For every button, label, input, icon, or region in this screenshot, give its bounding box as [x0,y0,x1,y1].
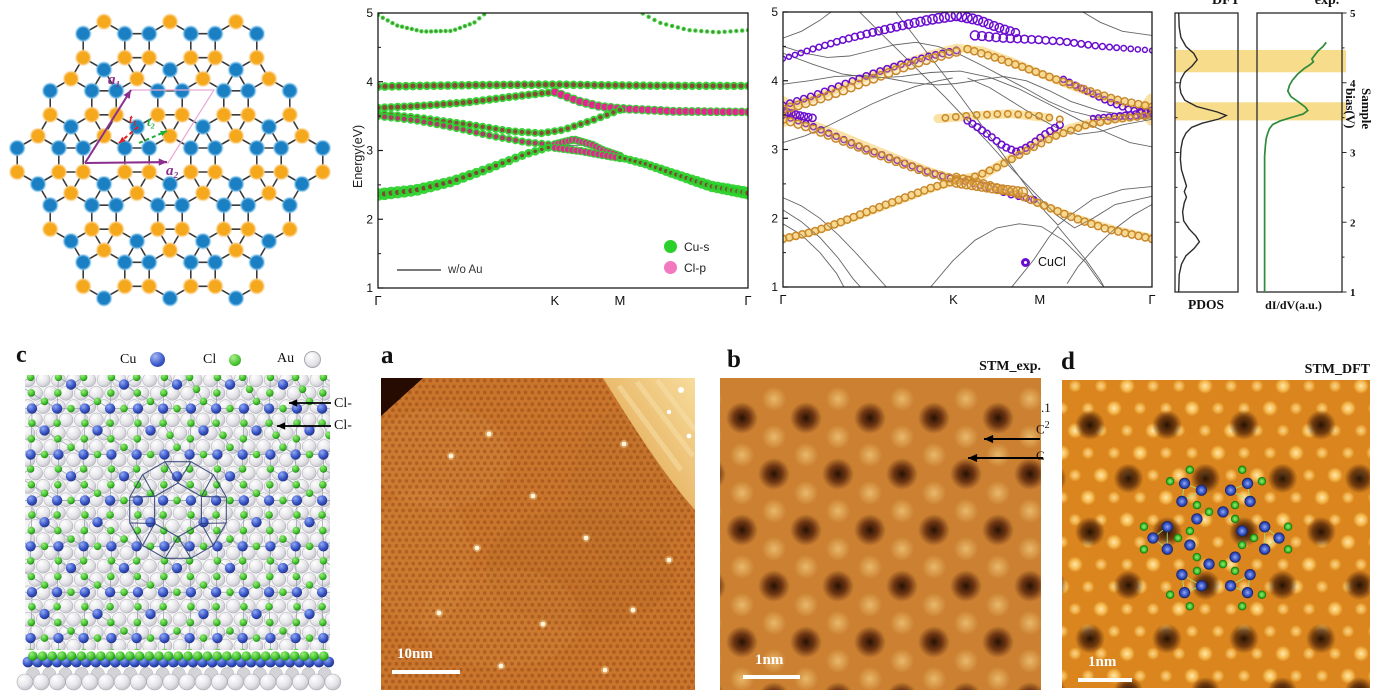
svg-text:3: 3 [1350,148,1356,160]
svg-text:K: K [949,292,958,307]
pdos-axis-label: PDOS [1187,297,1224,312]
lattice-vector-a1-label: a₁ [108,72,121,88]
svg-text:2: 2 [771,211,778,225]
wo-au-legend-label: w/o Au [448,264,483,276]
cu-legend-label: Cu [120,352,137,367]
panel-a-label: a [381,342,394,369]
svg-text:5: 5 [1350,8,1356,20]
panel-a-scalebar-label: 10nm [397,646,433,662]
pdos-didv-panels: 1 2 3 4 5 [1174,8,1356,299]
panel-b-scalebar [743,675,800,679]
panel-d-label: d [1061,348,1075,375]
svg-text:4: 4 [1350,78,1356,90]
panel-d-scalebar [1078,678,1132,682]
exp-panel-title: exp. [1314,0,1340,8]
stm-dft-title: STM_DFT [1304,362,1370,377]
cucl-legend-label: CuCl [1038,255,1066,269]
cu-s-legend-label: Cu-s [684,239,710,254]
wo-au-line-icon [397,268,441,271]
cl-down-arrow-label: Cl- [334,418,352,433]
svg-text:M: M [1034,292,1045,307]
wo-au-legend: w/o Au [397,264,483,276]
svg-text:1: 1 [771,280,778,294]
svg-text:5: 5 [366,6,373,20]
stm-exp-image [720,378,1041,690]
svg-text:1: 1 [1350,287,1356,299]
svg-text:Γ: Γ [374,293,381,308]
lattice-diagram [8,13,332,307]
cu-s-legend-dot-icon [664,240,677,253]
svg-text:K: K [551,293,560,308]
cucl-legend: CuCl [1021,255,1066,269]
cl-legend-label: Cl [203,352,217,367]
svg-text:Γ: Γ [779,292,786,307]
svg-text:3: 3 [771,143,778,157]
lattice-hopping-t1-label: t₁ [129,111,138,126]
band-legend-orbitals: Cu-s Cl-p [664,236,709,278]
cl-p-legend-label: Cl-p [684,260,707,275]
svg-text:M: M [615,293,626,308]
svg-text:1: 1 [366,281,373,295]
annotation-fragment-1: .1 [1041,400,1051,415]
svg-text:Γ: Γ [1148,292,1155,307]
annotation-fragment-3: C [1036,448,1045,463]
svg-text:2: 2 [366,212,373,226]
annotation-fragment-2-sup: 2 [1044,420,1050,431]
au-legend-label: Au [277,351,295,366]
panel-a-stm-overview: a 10nm [370,340,700,700]
cu-sphere-icon [150,352,165,367]
svg-text:4: 4 [366,75,373,89]
band-structure-plot-no-au: 1 2 3 4 5 Γ K M Γ [366,6,751,308]
cl-site-arrows [968,434,1043,463]
svg-text:Γ: Γ [744,293,751,308]
svg-text:4: 4 [771,74,778,88]
panel-d-scalebar-label: 1nm [1088,654,1117,670]
svg-text:3: 3 [366,144,373,158]
lattice-vector-a2-label: a₂ [166,163,179,179]
panel-b-label: b [727,346,741,373]
cucl-legend-ring-icon [1021,257,1030,267]
lattice-hopping-t2-label: t₂ [147,114,156,129]
cl-p-legend-dot-icon [664,261,677,274]
band-structure-plot-au: 1 2 3 4 5 Γ K M Γ [771,5,1155,307]
didv-axis-label: dI/dV(a.u.) [1265,298,1322,312]
sample-bias-axis-label: Sample bias(V) [1343,88,1374,130]
panel-c-structure-model: c Cu Cl Au Cl- Cl- [0,340,368,700]
stm-overview-image [381,378,695,690]
panel-b-scalebar-label: 1nm [755,652,784,668]
panel-d-stm-dft: d STM_DFT 1nm [1055,340,1400,700]
panel-b-stm-exp: b STM_exp. 1nm .1 C2 C [700,340,1060,700]
stm-exp-title: STM_exp. [979,359,1041,374]
annotation-fragment-2: C2 [1036,420,1050,437]
energy-axis-label: Energy(eV) [351,124,365,188]
panel-a-scalebar [392,670,460,674]
svg-text:5: 5 [771,5,778,19]
cl-sphere-icon [229,354,241,366]
stm-dft-image [1062,380,1370,688]
panel-c-label: c [16,342,27,368]
cl-up-arrow-label: Cl- [334,396,352,411]
au-sphere-icon [304,351,321,368]
dft-panel-title: DFT [1212,0,1240,8]
svg-text:2: 2 [1350,217,1356,229]
atomic-model-image [16,375,342,691]
